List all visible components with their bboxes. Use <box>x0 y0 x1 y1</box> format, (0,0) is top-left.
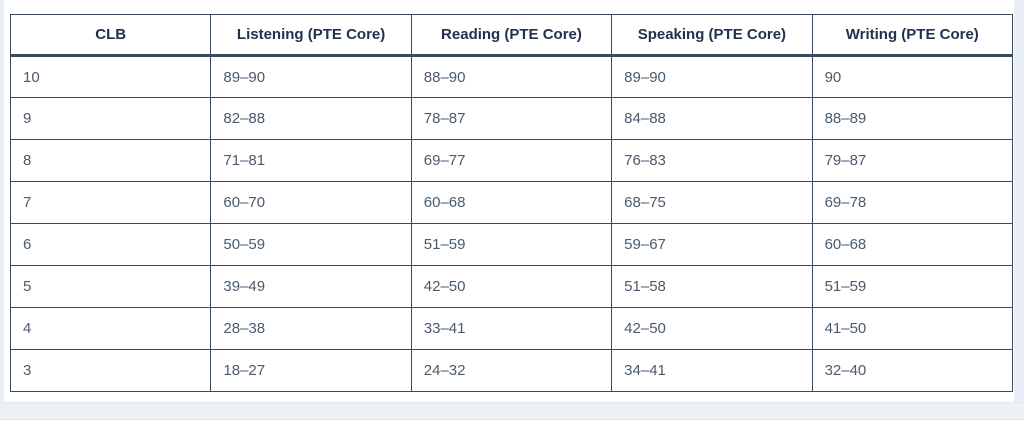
column-header-speaking: Speaking (PTE Core) <box>611 14 813 57</box>
table-cell: 6 <box>10 223 212 266</box>
table-cell: 9 <box>10 97 212 140</box>
column-header-writing: Writing (PTE Core) <box>811 14 1013 57</box>
table-cell: 4 <box>10 307 212 350</box>
column-header-reading: Reading (PTE Core) <box>410 14 613 57</box>
horizontal-scroll-track[interactable] <box>0 402 1024 420</box>
table-cell: 33–41 <box>410 307 613 350</box>
table-cell: 88–90 <box>410 55 613 98</box>
table-row: 10 89–90 88–90 89–90 90 <box>10 55 1013 98</box>
table-row: 5 39–49 42–50 51–58 51–59 <box>10 265 1013 308</box>
table-row: 6 50–59 51–59 59–67 60–68 <box>10 223 1013 266</box>
table-cell: 68–75 <box>611 181 813 224</box>
table-row: 3 18–27 24–32 34–41 32–40 <box>10 349 1013 392</box>
table-cell: 10 <box>10 55 212 98</box>
table-cell: 89–90 <box>210 55 412 98</box>
table-cell: 5 <box>10 265 212 308</box>
table-cell: 32–40 <box>811 349 1013 392</box>
table-header-row: CLB Listening (PTE Core) Reading (PTE Co… <box>10 14 1013 57</box>
page-right-gutter <box>1014 0 1024 402</box>
table-cell: 60–68 <box>811 223 1013 266</box>
clb-pte-score-table-container: CLB Listening (PTE Core) Reading (PTE Co… <box>10 14 1013 402</box>
table-cell: 18–27 <box>210 349 412 392</box>
table-cell: 3 <box>10 349 212 392</box>
table-body: 10 89–90 88–90 89–90 90 9 82–88 78–87 84–88 88–89… <box>10 55 1013 392</box>
table-cell: 41–50 <box>811 307 1013 350</box>
table-cell: 8 <box>10 139 212 182</box>
table-cell: 60–68 <box>410 181 613 224</box>
table-row: 4 28–38 33–41 42–50 41–50 <box>10 307 1013 350</box>
table-cell: 42–50 <box>410 265 613 308</box>
table-cell: 71–81 <box>210 139 412 182</box>
table-header: CLB Listening (PTE Core) Reading (PTE Co… <box>10 14 1013 57</box>
table-cell: 69–77 <box>410 139 613 182</box>
table-cell: 28–38 <box>210 307 412 350</box>
table-cell: 51–58 <box>611 265 813 308</box>
table-cell: 90 <box>811 55 1013 98</box>
table-cell: 78–87 <box>410 97 613 140</box>
table-cell: 89–90 <box>611 55 813 98</box>
column-header-clb: CLB <box>10 14 212 57</box>
column-header-listening: Listening (PTE Core) <box>210 14 412 57</box>
clb-pte-score-table: CLB Listening (PTE Core) Reading (PTE Co… <box>10 14 1013 392</box>
table-cell: 69–78 <box>811 181 1013 224</box>
table-cell: 84–88 <box>611 97 813 140</box>
table-cell: 79–87 <box>811 139 1013 182</box>
page-left-gutter <box>0 0 4 402</box>
table-row: 9 82–88 78–87 84–88 88–89 <box>10 97 1013 140</box>
table-cell: 7 <box>10 181 212 224</box>
page-bottom-whitespace <box>0 421 1024 428</box>
table-cell: 51–59 <box>811 265 1013 308</box>
table-cell: 50–59 <box>210 223 412 266</box>
table-cell: 24–32 <box>410 349 613 392</box>
table-cell: 82–88 <box>210 97 412 140</box>
table-cell: 59–67 <box>611 223 813 266</box>
table-cell: 76–83 <box>611 139 813 182</box>
table-row: 7 60–70 60–68 68–75 69–78 <box>10 181 1013 224</box>
table-cell: 42–50 <box>611 307 813 350</box>
table-cell: 39–49 <box>210 265 412 308</box>
table-cell: 88–89 <box>811 97 1013 140</box>
table-row: 8 71–81 69–77 76–83 79–87 <box>10 139 1013 182</box>
table-cell: 51–59 <box>410 223 613 266</box>
table-cell: 34–41 <box>611 349 813 392</box>
table-cell: 60–70 <box>210 181 412 224</box>
